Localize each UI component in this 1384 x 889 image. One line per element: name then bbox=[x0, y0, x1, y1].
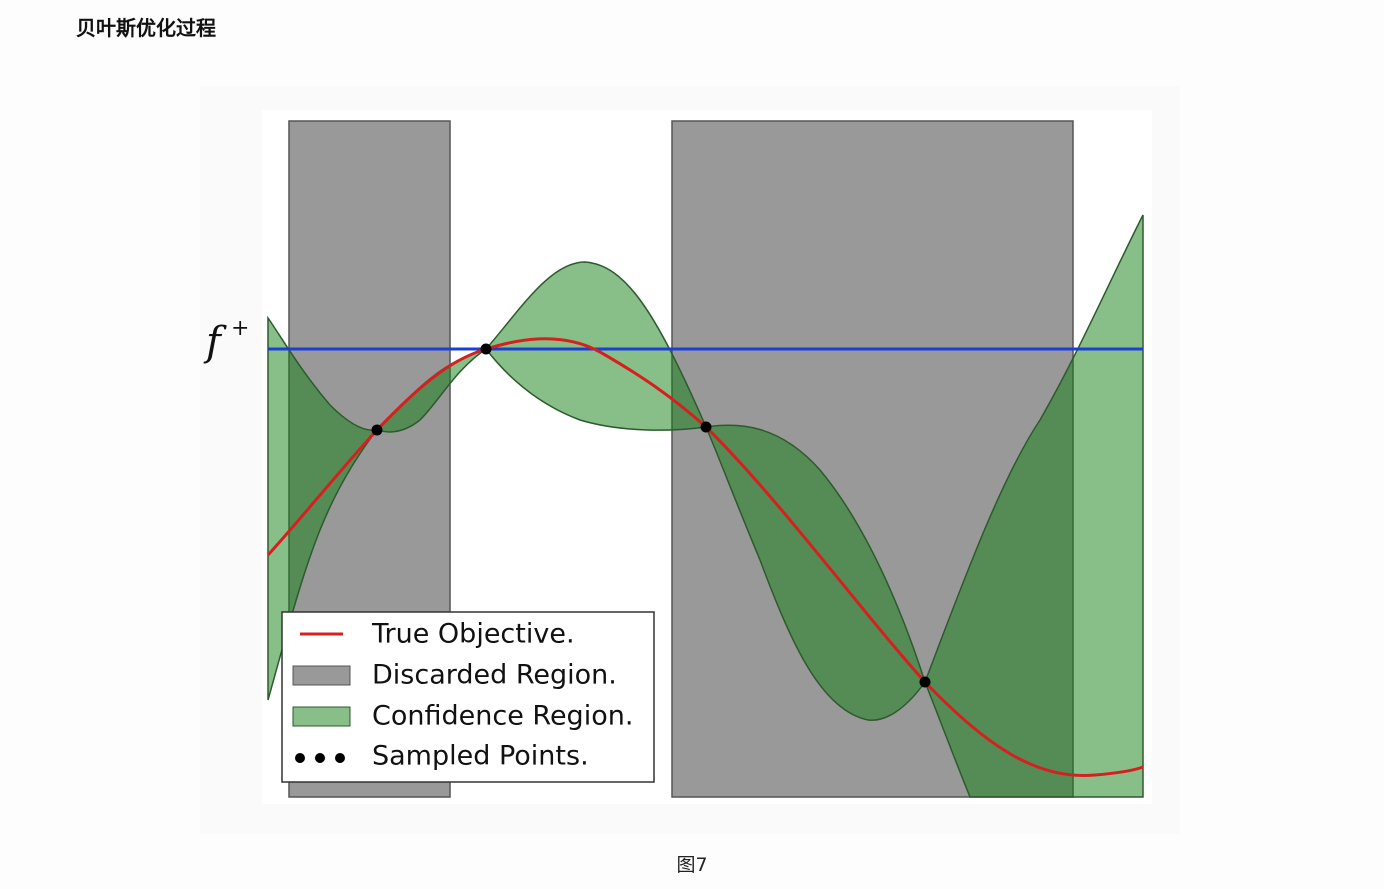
sampled-point bbox=[371, 424, 383, 436]
true-objective bbox=[266, 337, 1144, 778]
legend-label: Sampled Points. bbox=[372, 741, 589, 772]
legend-label: Discarded Region. bbox=[372, 660, 617, 691]
legend-swatch bbox=[315, 753, 325, 763]
threshold-superscript: + bbox=[231, 316, 249, 341]
legend-label: True Objective. bbox=[371, 619, 575, 650]
legend-swatch bbox=[292, 665, 351, 686]
legend-swatch bbox=[295, 753, 305, 763]
confidence-segment bbox=[704, 424, 926, 721]
sampled-point bbox=[700, 421, 712, 433]
legend-box bbox=[281, 611, 655, 783]
legend: True Objective. Discarded Region. Confid… bbox=[281, 611, 655, 783]
confidence-segment bbox=[924, 214, 1144, 798]
title: 贝叶斯优化过程 bbox=[76, 16, 216, 40]
legend-label: Confidence Region. bbox=[372, 701, 633, 732]
sampled-point bbox=[919, 676, 931, 688]
sampled-points bbox=[371, 343, 931, 688]
legend-swatch bbox=[335, 753, 345, 763]
legend-swatch bbox=[292, 706, 351, 727]
confidence-segment bbox=[485, 261, 708, 431]
confidence-region bbox=[267, 214, 1144, 798]
caption: 图7 bbox=[676, 854, 708, 876]
sampled-point bbox=[480, 343, 492, 355]
